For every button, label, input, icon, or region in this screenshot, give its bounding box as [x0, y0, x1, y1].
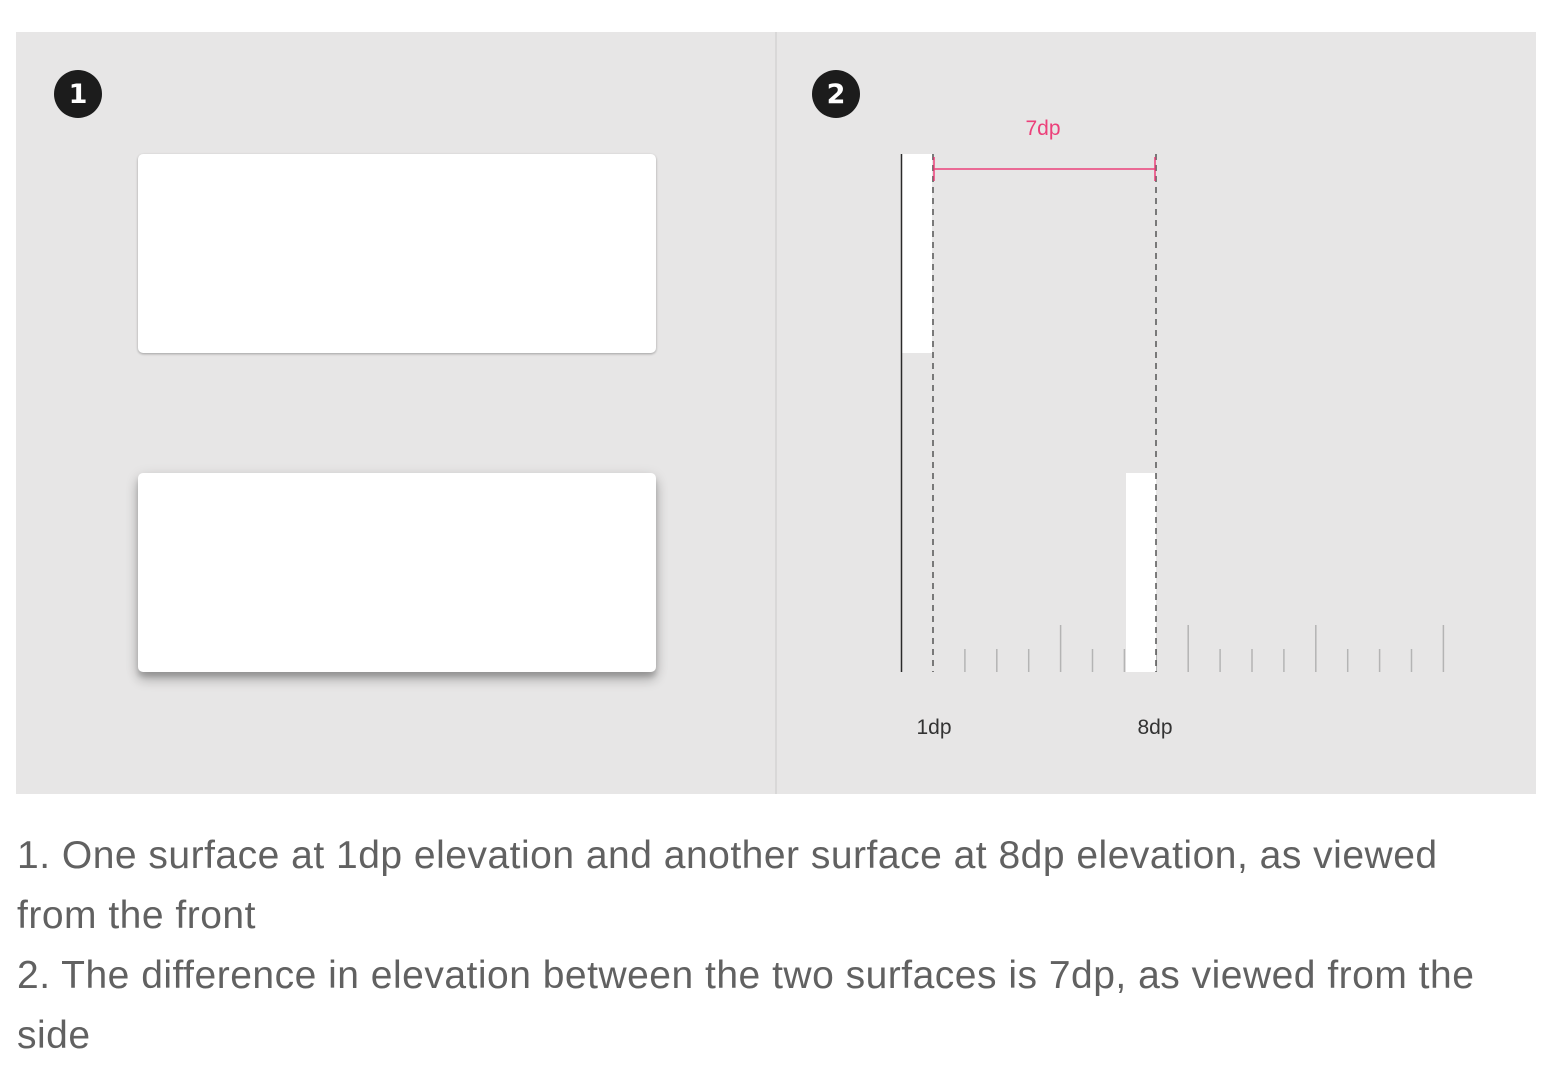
- side-view-diagram: 7dp 1dp 8dp: [777, 32, 1536, 794]
- front-view-panel: 1: [16, 32, 775, 794]
- side-view-panel: 2 7dp 1dp 8dp: [777, 32, 1536, 794]
- surface-1dp-side: [902, 154, 932, 353]
- surface-8dp-side: [1126, 473, 1156, 672]
- caption-line-1: 1. One surface at 1dp elevation and anot…: [17, 834, 1438, 937]
- surface-1dp-front: [138, 154, 656, 353]
- side-view-svg: 7dp 1dp 8dp: [900, 117, 1445, 739]
- surface-8dp-front: [138, 473, 656, 672]
- caption-line-2: 2. The difference in elevation between t…: [17, 954, 1475, 1057]
- tick-label-1dp: 1dp: [916, 716, 951, 739]
- elevation-figure: 1 2 7dp 1dp 8dp: [16, 32, 1536, 794]
- tick-label-8dp: 8dp: [1137, 716, 1172, 739]
- figure-caption: 1. One surface at 1dp elevation and anot…: [17, 826, 1527, 1066]
- elevation-ruler: [964, 625, 1445, 672]
- step-badge-1: 1: [54, 70, 102, 118]
- step-badge-2: 2: [812, 70, 860, 118]
- difference-label: 7dp: [1025, 117, 1060, 140]
- panel-divider: [775, 32, 777, 794]
